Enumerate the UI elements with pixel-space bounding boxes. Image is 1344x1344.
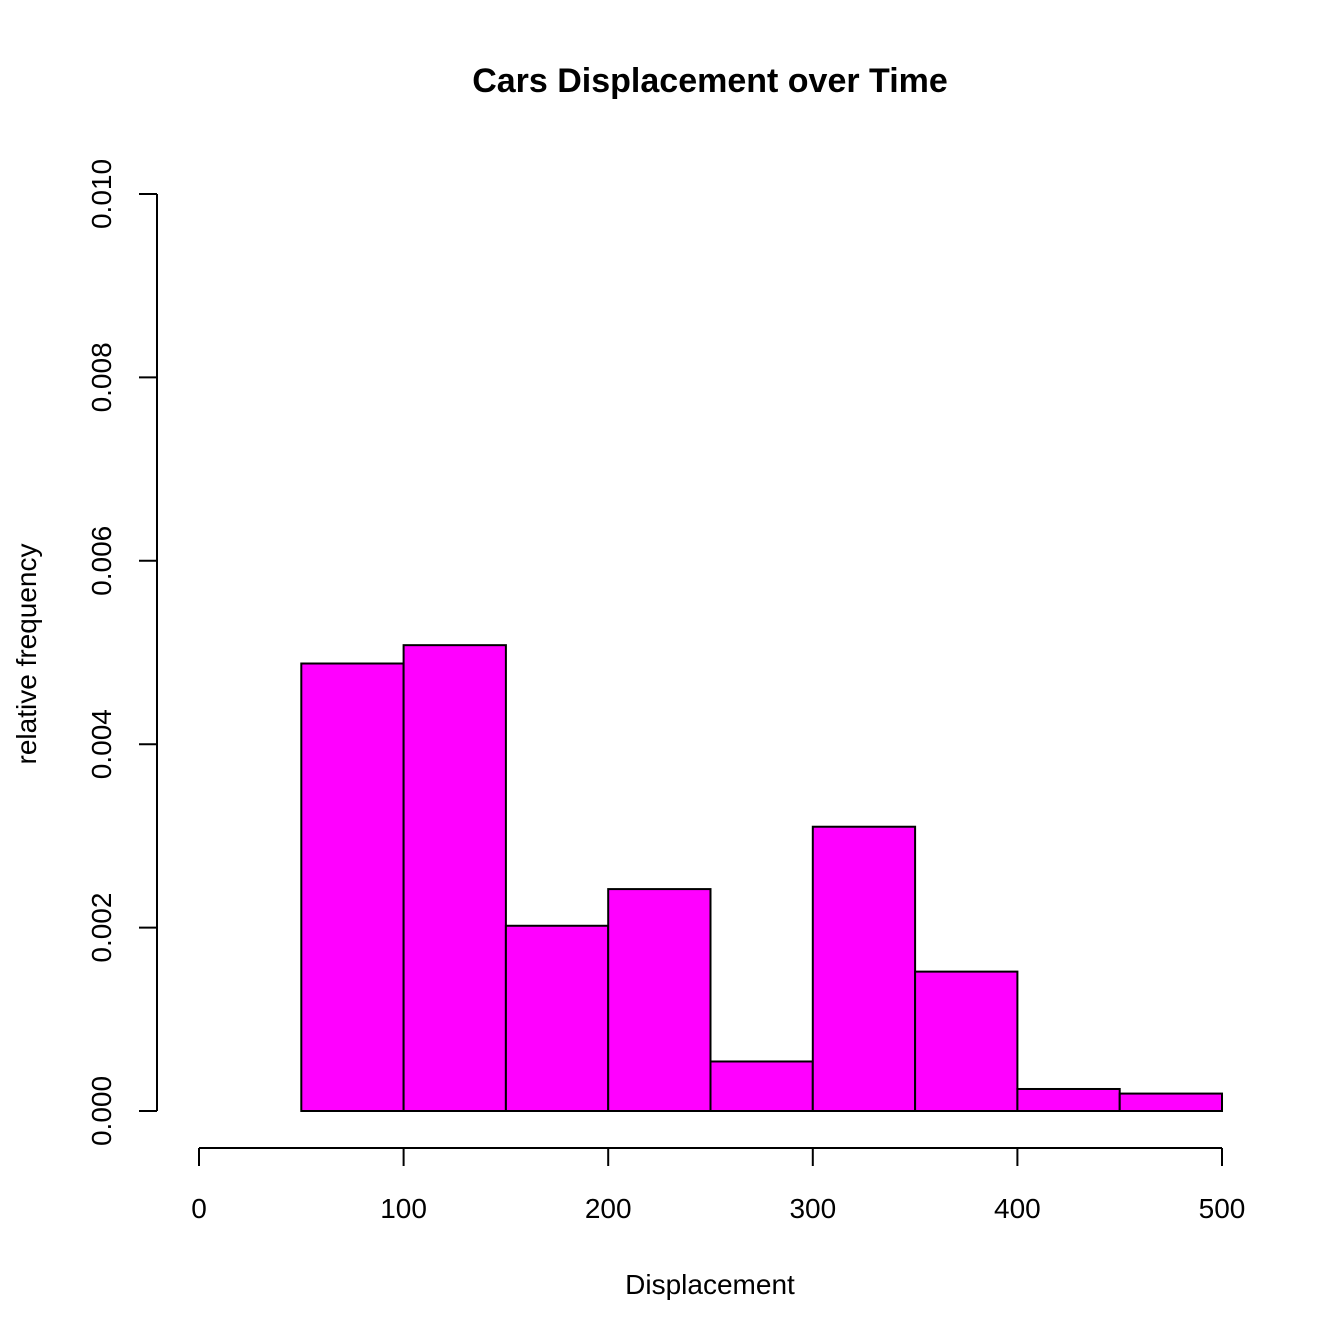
x-tick-label: 300 (789, 1193, 836, 1224)
y-tick-label: 0.008 (86, 342, 117, 412)
histogram-bar-3 (607, 888, 712, 1112)
histogram-bar-5 (811, 825, 917, 1112)
histogram-bar-8 (1118, 1092, 1223, 1113)
x-tick-label: 100 (380, 1193, 427, 1224)
y-tick-label: 0.010 (86, 159, 117, 229)
x-tick-label: 400 (994, 1193, 1041, 1224)
y-tick-label: 0.006 (86, 526, 117, 596)
x-tick-label: 0 (191, 1193, 207, 1224)
y-axis: 0.000 0.002 0.004 0.006 0.008 0.010 (86, 159, 158, 1146)
y-tick-label: 0.000 (86, 1076, 117, 1146)
y-axis-label: relative frequency (11, 543, 42, 764)
histogram-bar-6 (914, 970, 1019, 1113)
x-axis: 0 100 200 300 400 500 (191, 1147, 1246, 1224)
histogram-bar-1 (402, 644, 507, 1112)
histogram-bar-0 (300, 662, 405, 1113)
bars-group (300, 644, 1223, 1113)
histogram-bar-7 (1016, 1087, 1121, 1112)
histogram-bar-4 (709, 1060, 814, 1113)
chart-title: Cars Displacement over Time (472, 62, 948, 100)
y-tick-label: 0.002 (86, 893, 117, 963)
histogram-bar-2 (504, 924, 610, 1112)
x-tick-label: 500 (1199, 1193, 1246, 1224)
x-axis-label: Displacement (625, 1269, 795, 1300)
x-tick-label: 200 (585, 1193, 632, 1224)
y-tick-label: 0.004 (86, 709, 117, 779)
